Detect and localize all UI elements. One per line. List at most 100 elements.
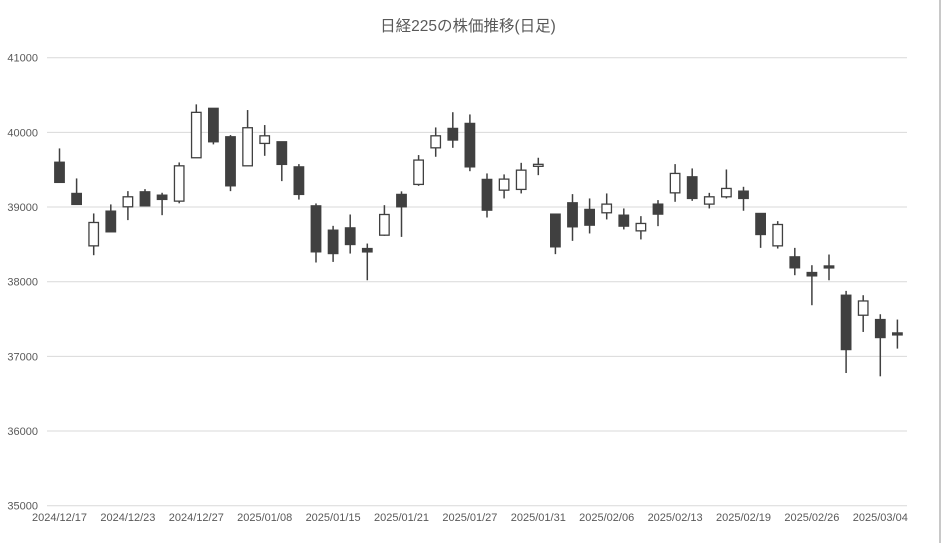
x-tick-label: 2025/01/08	[237, 512, 292, 524]
candle-body-down	[447, 127, 459, 141]
candle	[88, 213, 100, 256]
candle-body-down	[806, 271, 818, 277]
candle	[498, 174, 510, 199]
candle-body-down	[156, 194, 168, 201]
y-tick-label: 41000	[7, 53, 38, 65]
candle-body-down	[327, 229, 339, 255]
candle-body-down	[139, 191, 151, 207]
candle-body-down	[344, 227, 356, 246]
candle	[122, 191, 134, 221]
candle	[293, 164, 305, 200]
candle	[738, 186, 749, 211]
candle	[652, 200, 664, 227]
candle	[755, 212, 766, 248]
candle-body-down	[207, 107, 219, 143]
x-tick-label: 2025/03/04	[853, 512, 908, 524]
candle-body-up	[703, 196, 715, 205]
candle	[413, 155, 425, 186]
candle	[857, 295, 869, 332]
x-tick-label: 2025/01/15	[306, 512, 361, 524]
candle	[601, 193, 613, 220]
x-tick-label: 2025/02/26	[784, 512, 839, 524]
candle	[361, 243, 373, 281]
candle	[156, 192, 168, 216]
candle	[225, 135, 236, 192]
candle	[190, 104, 202, 159]
candle	[173, 162, 185, 204]
candle-body-up	[515, 169, 527, 191]
candle	[327, 225, 339, 262]
candle-body-up	[772, 223, 784, 247]
candle	[71, 178, 82, 206]
y-tick-label: 37000	[7, 351, 38, 363]
candle-body-down	[567, 202, 578, 228]
candle-body-down	[396, 193, 407, 208]
x-tick-label: 2025/02/19	[716, 512, 771, 524]
x-tick-label: 2024/12/17	[32, 512, 87, 524]
candle	[721, 169, 732, 199]
candle-body-up	[498, 178, 510, 191]
candle	[618, 208, 630, 230]
x-tick-label: 2025/02/13	[648, 512, 703, 524]
candle-body-down	[54, 161, 65, 184]
candle	[259, 125, 271, 156]
candle-body-up	[721, 187, 732, 198]
candle	[567, 194, 578, 241]
candle-body-down	[481, 178, 493, 211]
candles-series	[54, 104, 903, 377]
x-tick-label: 2025/01/27	[442, 512, 497, 524]
candle-body-up	[413, 159, 425, 186]
candle-body-down	[618, 214, 630, 227]
candle	[207, 107, 219, 145]
candle-body-down	[225, 136, 236, 187]
candle	[789, 247, 801, 276]
candle	[310, 203, 322, 263]
x-tick-label: 2025/01/21	[374, 512, 429, 524]
candle	[242, 110, 254, 167]
candle	[532, 157, 544, 176]
candle-body-up	[532, 163, 544, 167]
x-axis-labels: 2024/12/17 2024/12/23 2024/12/27 2025/01/08…	[32, 512, 908, 524]
candle	[378, 205, 390, 236]
candle-body-up	[190, 111, 202, 159]
candle-body-down	[464, 122, 476, 168]
candle	[806, 265, 818, 306]
candle	[344, 214, 356, 254]
y-tick-label: 39000	[7, 202, 38, 214]
candle	[396, 191, 407, 237]
candle-body-down	[840, 294, 852, 351]
candle	[550, 213, 561, 255]
candle-body-down	[755, 212, 766, 236]
candle-body-up	[242, 127, 254, 167]
candle	[447, 112, 459, 148]
candle-body-down	[874, 318, 886, 339]
candle-body-up	[122, 196, 134, 208]
y-tick-label: 38000	[7, 277, 38, 289]
candle-body-down	[686, 176, 698, 200]
candle	[772, 221, 784, 249]
candle	[892, 319, 903, 349]
candle-body-down	[361, 247, 373, 253]
candle	[54, 148, 65, 184]
x-tick-label: 2024/12/27	[169, 512, 224, 524]
candle-body-up	[635, 222, 647, 232]
candle	[686, 168, 698, 201]
candle	[481, 173, 493, 218]
y-axis-labels: 35000 36000 37000 38000 39000 40000 41000	[7, 53, 38, 513]
candle-body-down	[71, 192, 82, 206]
candle-body-down	[892, 332, 903, 336]
chart-title: 日経225の株価推移(日足)	[380, 17, 556, 35]
candle-body-down	[293, 166, 305, 196]
candle	[635, 216, 647, 240]
candle	[823, 254, 835, 281]
candle	[515, 162, 527, 194]
gridlines	[47, 57, 907, 507]
candle-body-down	[105, 210, 117, 233]
candle-body-up	[430, 135, 442, 149]
candle	[430, 127, 442, 157]
candle	[276, 141, 288, 182]
candle-body-down	[789, 256, 801, 269]
candle	[105, 204, 117, 233]
